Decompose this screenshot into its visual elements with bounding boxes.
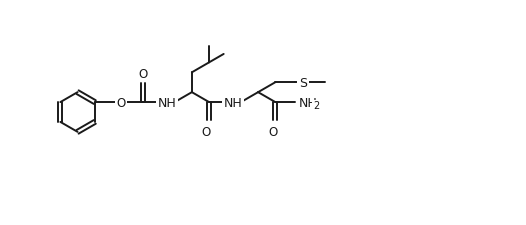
Text: O: O bbox=[268, 126, 277, 139]
Text: O: O bbox=[202, 126, 211, 139]
Text: O: O bbox=[138, 68, 147, 81]
Text: NH: NH bbox=[157, 96, 176, 109]
Text: S: S bbox=[299, 76, 307, 89]
Text: NH: NH bbox=[224, 96, 242, 109]
Text: 2: 2 bbox=[313, 101, 319, 111]
Text: O: O bbox=[116, 96, 126, 109]
Text: NH: NH bbox=[298, 96, 317, 109]
